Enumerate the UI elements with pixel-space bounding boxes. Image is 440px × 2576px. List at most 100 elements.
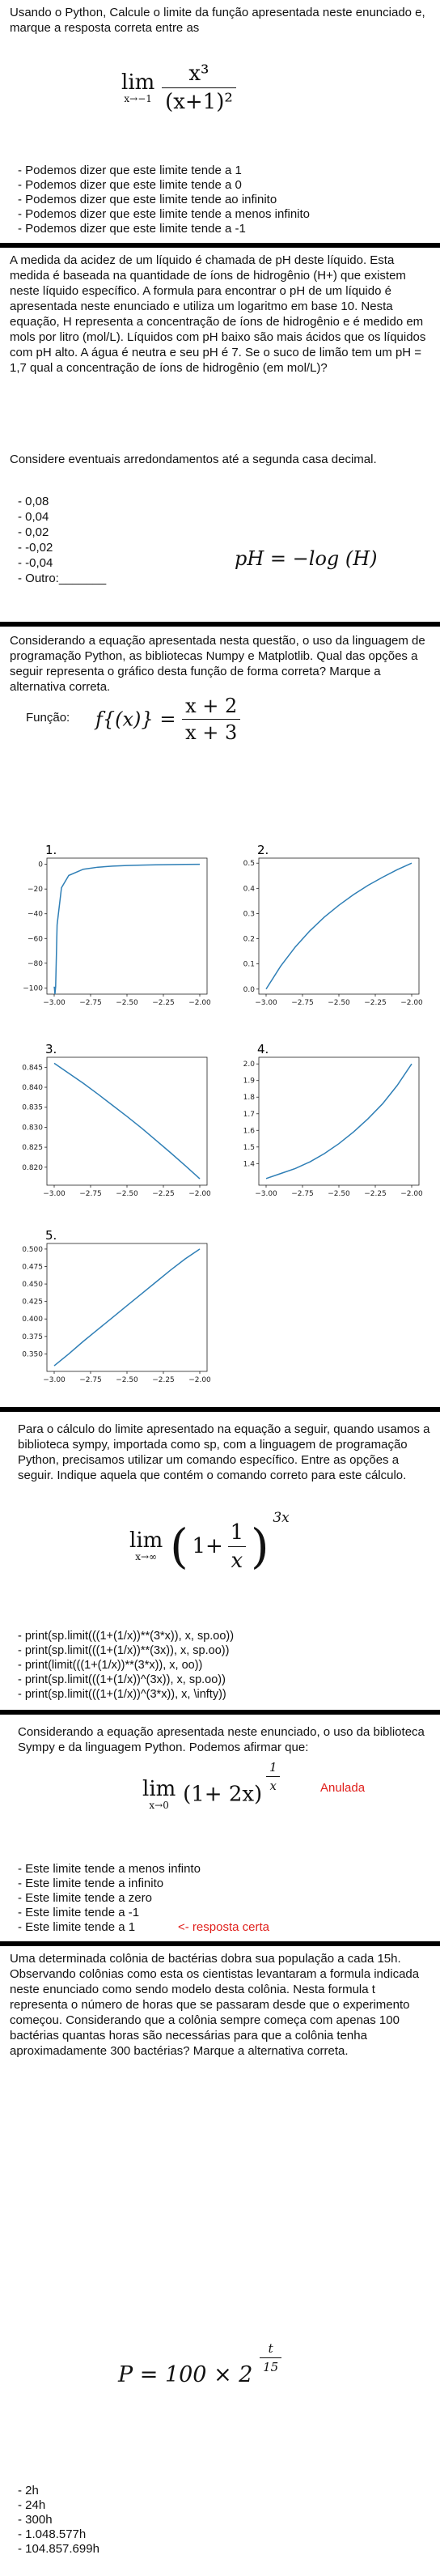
plot-5-svg: 5. −3.00 −2.75 −2.50 −2.25 −2.00 0.500 0.475 0.4… bbox=[22, 1231, 211, 1384]
q5-answer-note: <- resposta certa bbox=[178, 1920, 269, 1934]
q4-option[interactable]: - print(sp.limit(((1+(1/x))**(3x)), x, s… bbox=[18, 1644, 230, 1657]
q4-lim-sub: x→∞ bbox=[135, 1551, 158, 1562]
x-tick-label: −2.25 bbox=[364, 999, 387, 1007]
q6-option[interactable]: - 104.857.699h bbox=[18, 2542, 99, 2556]
q2-formula: pH = −log (H) bbox=[235, 547, 378, 570]
y-tick-label: 0.5 bbox=[243, 860, 255, 868]
y-tick-label: −80 bbox=[28, 960, 43, 968]
q4-option[interactable]: - print(sp.limit(((1+(1/x))^(3*x)), x, \… bbox=[18, 1688, 226, 1701]
x-tick-label: −2.00 bbox=[188, 999, 211, 1007]
x-tick-label: −2.75 bbox=[79, 1376, 102, 1384]
q2-option[interactable]: - 0,04 bbox=[18, 510, 49, 524]
q5-option[interactable]: - Este limite tende a menos infinto bbox=[18, 1862, 201, 1876]
q5-exp-num: 1 bbox=[269, 1760, 277, 1775]
q2-option[interactable]: - -0,02 bbox=[18, 541, 53, 555]
q5-option[interactable]: - Este limite tende a 1 bbox=[18, 1920, 136, 1934]
x-tick-label: −2.50 bbox=[116, 1190, 138, 1198]
plot-4-svg: 4. −3.00 −2.75 −2.50 −2.25 −2.00 2.0 1.9 1.8 1.7 1… bbox=[243, 1044, 423, 1198]
q4-right-paren: ) bbox=[250, 1519, 269, 1574]
q1-option[interactable]: - Podemos dizer que este limite tende a … bbox=[18, 207, 311, 221]
y-tick-label: −100 bbox=[23, 984, 43, 993]
q6-option[interactable]: - 1.048.577h bbox=[18, 2527, 87, 2541]
series-line bbox=[265, 1063, 412, 1180]
series-line bbox=[53, 1248, 201, 1367]
q1-limit-expression: lim x→−1 x³ (x+1)² bbox=[121, 62, 236, 114]
y-tick-label: 0.840 bbox=[22, 1084, 43, 1092]
q6-formula: P = 100 × 2 t 15 bbox=[118, 2341, 282, 2392]
y-tick-label: −20 bbox=[28, 886, 43, 894]
q4-lim-word: lim bbox=[129, 1528, 163, 1553]
q3-function: f{(x)} = x + 2 x + 3 bbox=[95, 695, 241, 744]
q4-frac-den: x bbox=[227, 1545, 247, 1573]
q5-options: - Este limite tende a menos infinto - Es… bbox=[18, 1862, 201, 1935]
x-tick-label: −3.00 bbox=[255, 999, 277, 1007]
x-tick-label: −2.75 bbox=[79, 999, 102, 1007]
q6-option[interactable]: - 24h bbox=[18, 2498, 46, 2512]
y-tick-label: 0.0 bbox=[243, 986, 256, 994]
y-tick-label: 1.7 bbox=[243, 1111, 255, 1119]
plot-4[interactable]: 4. −3.00 −2.75 −2.50 −2.25 −2.00 2.0 1.9 1.8 1.7 1… bbox=[223, 1044, 425, 1206]
plot-frame bbox=[258, 857, 420, 995]
q1-option[interactable]: - Podemos dizer que este limite tende a … bbox=[18, 164, 242, 177]
q1-option[interactable]: - Podemos dizer que este limite tende ao… bbox=[18, 193, 277, 206]
plot-number-label: 2. bbox=[257, 845, 269, 857]
y-tick-label: 0.400 bbox=[22, 1316, 43, 1324]
y-tick-label: 0.845 bbox=[22, 1064, 43, 1072]
q2-option[interactable]: - 0,08 bbox=[18, 495, 49, 508]
q5-option[interactable]: - Este limite tende a -1 bbox=[18, 1906, 140, 1919]
x-tick-label: −2.50 bbox=[116, 999, 138, 1007]
section-divider bbox=[0, 1941, 440, 1946]
q1-denominator: (x+1)² bbox=[162, 87, 236, 114]
plot-3-svg: 3. −3.00 −2.75 −2.50 −2.25 −2.00 0.845 0.840 0.8… bbox=[22, 1044, 211, 1198]
plot-2[interactable]: 2. −3.00 −2.75 −2.50 −2.25 −2.00 0.5 0.4 0.3 0.2 0… bbox=[223, 845, 425, 1015]
x-tick-label: −2.75 bbox=[79, 1190, 102, 1198]
q4-option[interactable]: - print(sp.limit(((1+(1/x))**(3*x)), x, … bbox=[18, 1630, 235, 1643]
x-tick-label: −2.50 bbox=[328, 1190, 350, 1198]
q1-option[interactable]: - Podemos dizer que este limite tende a … bbox=[18, 178, 242, 192]
y-tick-label: 0.425 bbox=[22, 1299, 43, 1307]
plot-number-label: 5. bbox=[45, 1231, 57, 1243]
q3-func-den: x + 3 bbox=[182, 719, 241, 744]
x-tick-label: −3.00 bbox=[43, 1376, 66, 1384]
q2-option[interactable]: - Outro:_______ bbox=[18, 572, 107, 585]
y-tick-label: 0.500 bbox=[22, 1246, 43, 1254]
y-tick-label: −60 bbox=[28, 935, 43, 943]
q5-base: (1+ 2x) bbox=[183, 1782, 263, 1807]
plot-3[interactable]: 3. −3.00 −2.75 −2.50 −2.25 −2.00 0.845 0.840 0.8… bbox=[11, 1044, 214, 1206]
x-tick-label: −3.00 bbox=[43, 1190, 66, 1198]
plot-1-svg: 1. −3.00 −2.75 −2.50 −2.25 −2.00 0 −20 −40 −60 −80… bbox=[23, 845, 211, 1007]
q6-text: Uma determinada colônia de bactérias dob… bbox=[10, 1952, 420, 2058]
q3-func-lhs: f{(x)} = bbox=[95, 708, 176, 731]
q4-option[interactable]: - print(limit(((1+(1/x))**(3*x)), x, oo)… bbox=[18, 1659, 203, 1672]
q6-option[interactable]: - 2h bbox=[18, 2484, 39, 2497]
plot-number-label: 1. bbox=[45, 845, 57, 857]
y-tick-label: 0.820 bbox=[22, 1164, 43, 1172]
x-tick-label: −3.00 bbox=[255, 1190, 277, 1198]
q2-option[interactable]: - 0,02 bbox=[18, 525, 49, 539]
y-tick-label: 1.5 bbox=[243, 1144, 255, 1152]
plot-5[interactable]: 5. −3.00 −2.75 −2.50 −2.25 −2.00 0.500 0.475 0.4… bbox=[11, 1231, 214, 1392]
y-tick-label: 1.6 bbox=[243, 1127, 256, 1135]
q2-option[interactable]: - -0,04 bbox=[18, 556, 53, 570]
q6-option[interactable]: - 300h bbox=[18, 2513, 53, 2527]
series-line bbox=[265, 862, 412, 990]
x-tick-label: −2.00 bbox=[188, 1190, 211, 1198]
plot-frame bbox=[258, 1056, 420, 1186]
q5-option[interactable]: - Este limite tende a infinito bbox=[18, 1877, 164, 1890]
y-tick-label: −40 bbox=[28, 911, 43, 919]
series-line bbox=[53, 1062, 201, 1180]
y-tick-label: 1.9 bbox=[243, 1078, 256, 1086]
q4-option[interactable]: - print(sp.limit(((1+(1/x))^(3x)), x, sp… bbox=[18, 1673, 226, 1686]
q1-option[interactable]: - Podemos dizer que este limite tende a … bbox=[18, 222, 246, 236]
q4-exponent: 3x bbox=[273, 1510, 290, 1526]
x-tick-label: −2.25 bbox=[152, 1376, 175, 1384]
q4-frac-num: 1 bbox=[230, 1520, 244, 1545]
q3-text: Considerando a equação apresentada nesta… bbox=[10, 634, 425, 694]
y-tick-label: 0.3 bbox=[243, 910, 255, 918]
x-tick-label: −2.25 bbox=[364, 1190, 387, 1198]
y-tick-label: 0.350 bbox=[22, 1350, 43, 1358]
plot-1[interactable]: 1. −3.00 −2.75 −2.50 −2.25 −2.00 0 −20 −40 −60 −80… bbox=[11, 845, 214, 1015]
plot-frame bbox=[46, 1056, 208, 1186]
y-tick-label: 0.835 bbox=[22, 1104, 43, 1112]
q5-option[interactable]: - Este limite tende a zero bbox=[18, 1891, 152, 1905]
